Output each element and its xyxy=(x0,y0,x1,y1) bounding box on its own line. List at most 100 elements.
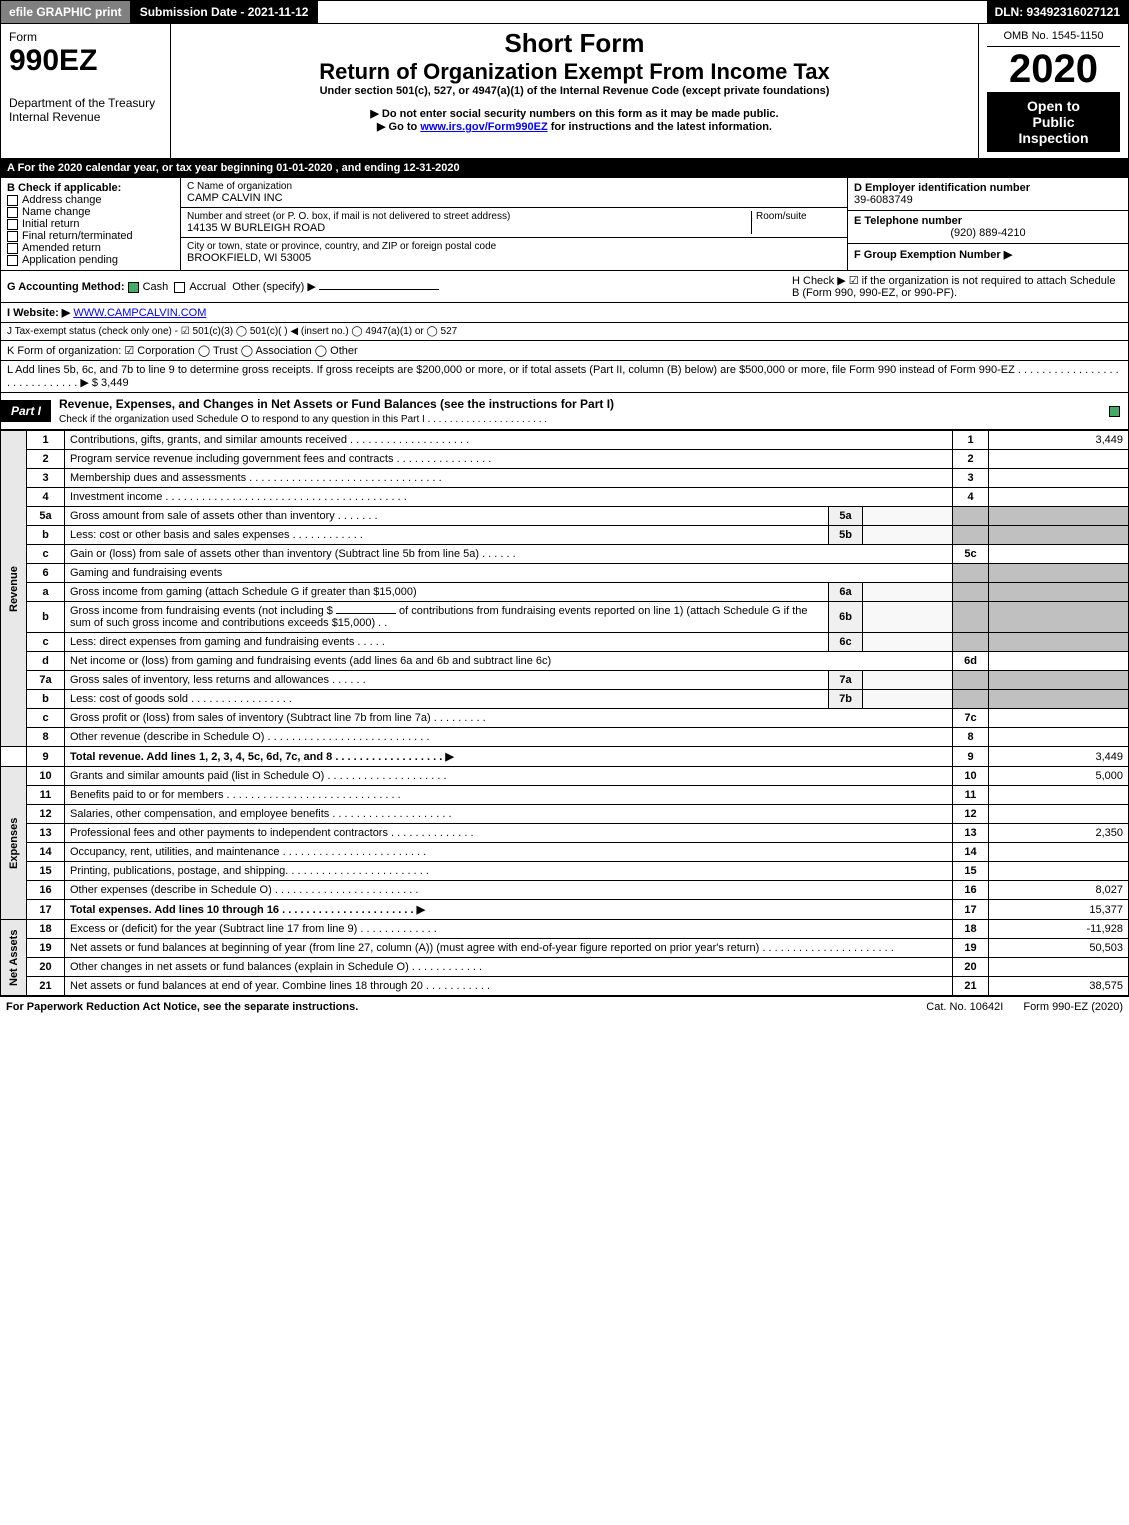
line-rnum: 1 xyxy=(953,431,989,450)
line-val xyxy=(989,469,1129,488)
line-rnum: 18 xyxy=(953,920,989,939)
sub-val xyxy=(863,526,953,545)
line-val: 3,449 xyxy=(989,747,1129,767)
chk-name-change[interactable]: Name change xyxy=(7,206,174,218)
line-val xyxy=(989,709,1129,728)
line-desc: Less: cost or other basis and sales expe… xyxy=(65,526,829,545)
ein-row: D Employer identification number 39-6083… xyxy=(848,178,1128,211)
line-val xyxy=(989,450,1129,469)
netassets-side-label: Net Assets xyxy=(1,920,27,996)
line-val: 15,377 xyxy=(989,900,1129,920)
row-l-text: L Add lines 5b, 6c, and 7b to line 9 to … xyxy=(7,364,1119,389)
line-num: 5a xyxy=(27,507,65,526)
city-value: BROOKFIELD, WI 53005 xyxy=(187,252,841,264)
chk-cash[interactable] xyxy=(128,282,139,293)
line-rnum: 15 xyxy=(953,862,989,881)
goto-prefix: ▶ Go to xyxy=(377,121,420,133)
chk-application-pending[interactable]: Application pending xyxy=(7,254,174,266)
table-row: c Gross profit or (loss) from sales of i… xyxy=(1,709,1129,728)
blank-line xyxy=(336,613,396,614)
footer-left: For Paperwork Reduction Act Notice, see … xyxy=(6,1001,906,1013)
table-row: 4 Investment income . . . . . . . . . . … xyxy=(1,488,1129,507)
line-rnum: 16 xyxy=(953,881,989,900)
table-row: b Less: cost or other basis and sales ex… xyxy=(1,526,1129,545)
line-desc: Gross income from gaming (attach Schedul… xyxy=(65,583,829,602)
row-l: L Add lines 5b, 6c, and 7b to line 9 to … xyxy=(0,361,1129,393)
part1-check[interactable] xyxy=(1104,404,1128,418)
line-desc: Program service revenue including govern… xyxy=(65,450,953,469)
line-num: 20 xyxy=(27,958,65,977)
line-val xyxy=(989,488,1129,507)
website-link[interactable]: WWW.CAMPCALVIN.COM xyxy=(73,307,206,319)
line-rnum: 9 xyxy=(953,747,989,767)
line-rnum: 2 xyxy=(953,450,989,469)
org-name-label: C Name of organization xyxy=(187,181,841,192)
line-rnum: 20 xyxy=(953,958,989,977)
table-row: 12 Salaries, other compensation, and emp… xyxy=(1,805,1129,824)
shaded-cell xyxy=(953,671,989,690)
submission-date: Submission Date - 2021-11-12 xyxy=(130,1,319,23)
chk-final-return[interactable]: Final return/terminated xyxy=(7,230,174,242)
shaded-cell xyxy=(953,526,989,545)
chk-initial-return[interactable]: Initial return xyxy=(7,218,174,230)
table-row: 11 Benefits paid to or for members . . .… xyxy=(1,786,1129,805)
shaded-cell xyxy=(989,526,1129,545)
spacer xyxy=(1,747,27,767)
ein-value: 39-6083749 xyxy=(854,194,1122,206)
table-row: 21 Net assets or fund balances at end of… xyxy=(1,977,1129,996)
dept-label: Department of the Treasury xyxy=(9,96,162,110)
table-row: 9 Total revenue. Add lines 1, 2, 3, 4, 5… xyxy=(1,747,1129,767)
line-val: 3,449 xyxy=(989,431,1129,450)
table-row: Net Assets 18 Excess or (deficit) for th… xyxy=(1,920,1129,939)
open-public: Open to Public Inspection xyxy=(987,92,1120,152)
line-desc: Benefits paid to or for members . . . . … xyxy=(65,786,953,805)
sub-label: 7a xyxy=(829,671,863,690)
line-num: 10 xyxy=(27,767,65,786)
sub-val xyxy=(863,690,953,709)
line-rnum: 5c xyxy=(953,545,989,564)
line-rnum: 11 xyxy=(953,786,989,805)
line-num: 3 xyxy=(27,469,65,488)
other-specify-line[interactable] xyxy=(319,289,439,290)
table-row: c Gain or (loss) from sale of assets oth… xyxy=(1,545,1129,564)
row-h: H Check ▶ ☑ if the organization is not r… xyxy=(792,274,1122,299)
efile-label: efile GRAPHIC print xyxy=(1,1,130,23)
line-val: -11,928 xyxy=(989,920,1129,939)
shaded-cell xyxy=(989,507,1129,526)
row-i: I Website: ▶ WWW.CAMPCALVIN.COM xyxy=(0,303,1129,323)
irs-link[interactable]: www.irs.gov/Form990EZ xyxy=(420,121,547,133)
acct-method-label: G Accounting Method: xyxy=(7,281,125,293)
street-row: Number and street (or P. O. box, if mail… xyxy=(181,208,847,238)
line-desc: Membership dues and assessments . . . . … xyxy=(65,469,953,488)
sub-val xyxy=(863,602,953,633)
sub-val xyxy=(863,671,953,690)
line-desc: Net income or (loss) from gaming and fun… xyxy=(65,652,953,671)
line-num: 9 xyxy=(27,747,65,767)
line-val xyxy=(989,805,1129,824)
line-rnum: 4 xyxy=(953,488,989,507)
return-title: Return of Organization Exempt From Incom… xyxy=(179,59,970,85)
shaded-cell xyxy=(989,583,1129,602)
line-val xyxy=(989,958,1129,977)
chk-label: Final return/terminated xyxy=(22,230,133,242)
chk-address-change[interactable]: Address change xyxy=(7,194,174,206)
line-rnum: 10 xyxy=(953,767,989,786)
footer-right: Form 990-EZ (2020) xyxy=(1023,1001,1123,1013)
line-desc: Gain or (loss) from sale of assets other… xyxy=(65,545,953,564)
line-num: 18 xyxy=(27,920,65,939)
sub-label: 5b xyxy=(829,526,863,545)
line-desc: Gross income from fundraising events (no… xyxy=(65,602,829,633)
group-label: F Group Exemption Number ▶ xyxy=(854,248,1122,261)
line-desc: Total revenue. Add lines 1, 2, 3, 4, 5c,… xyxy=(65,747,953,767)
sub-val xyxy=(863,583,953,602)
chk-amended-return[interactable]: Amended return xyxy=(7,242,174,254)
chk-accrual[interactable] xyxy=(174,282,185,293)
line-desc: Net assets or fund balances at beginning… xyxy=(65,939,953,958)
line-rnum: 14 xyxy=(953,843,989,862)
line-rnum: 6d xyxy=(953,652,989,671)
row-j: J Tax-exempt status (check only one) - ☑… xyxy=(0,323,1129,341)
chk-label: Name change xyxy=(22,206,91,218)
form-word: Form xyxy=(9,30,162,44)
line-desc: Gross amount from sale of assets other t… xyxy=(65,507,829,526)
open-line2: Public xyxy=(993,114,1114,130)
